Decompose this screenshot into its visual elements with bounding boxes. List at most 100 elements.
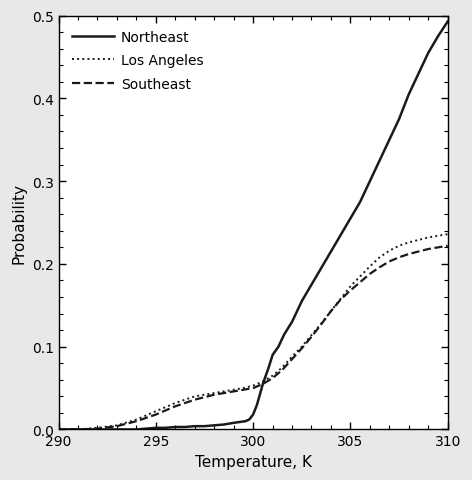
Northeast bbox=[134, 427, 139, 432]
Northeast bbox=[250, 412, 256, 418]
Los Angeles bbox=[416, 238, 421, 243]
Southeast bbox=[406, 252, 412, 257]
Los Angeles bbox=[299, 344, 304, 350]
Northeast bbox=[281, 332, 287, 337]
Northeast bbox=[328, 249, 334, 255]
Northeast bbox=[75, 427, 81, 432]
Los Angeles bbox=[250, 383, 256, 389]
Los Angeles bbox=[289, 354, 295, 360]
Los Angeles bbox=[387, 248, 392, 254]
Northeast bbox=[221, 422, 227, 428]
Northeast bbox=[266, 365, 271, 371]
Southeast bbox=[357, 280, 363, 286]
Los Angeles bbox=[270, 373, 275, 379]
Northeast bbox=[211, 422, 217, 428]
Northeast bbox=[236, 419, 242, 425]
Southeast bbox=[192, 397, 198, 403]
Los Angeles bbox=[309, 333, 314, 338]
Northeast bbox=[56, 427, 61, 432]
Southeast bbox=[241, 387, 246, 393]
Los Angeles bbox=[425, 235, 431, 241]
Southeast bbox=[416, 249, 421, 255]
Los Angeles bbox=[347, 284, 353, 289]
Northeast bbox=[243, 419, 248, 424]
Northeast bbox=[182, 424, 188, 430]
Northeast bbox=[309, 282, 314, 288]
Southeast bbox=[75, 427, 81, 432]
Los Angeles bbox=[163, 404, 169, 410]
Line: Los Angeles: Los Angeles bbox=[59, 235, 448, 430]
Southeast bbox=[56, 427, 61, 432]
Southeast bbox=[270, 375, 275, 381]
Southeast bbox=[134, 419, 139, 424]
Southeast bbox=[328, 309, 334, 314]
Northeast bbox=[357, 200, 363, 205]
Legend: Northeast, Los Angeles, Southeast: Northeast, Los Angeles, Southeast bbox=[66, 24, 211, 99]
Southeast bbox=[367, 271, 373, 277]
Northeast bbox=[153, 425, 159, 431]
Line: Southeast: Southeast bbox=[59, 246, 448, 430]
Southeast bbox=[396, 255, 402, 261]
Southeast bbox=[309, 334, 314, 340]
Los Angeles bbox=[75, 427, 81, 432]
Southeast bbox=[260, 381, 266, 387]
Northeast bbox=[319, 265, 324, 271]
Southeast bbox=[377, 265, 382, 271]
Northeast bbox=[425, 51, 431, 57]
Southeast bbox=[221, 390, 227, 396]
Los Angeles bbox=[231, 387, 236, 393]
Northeast bbox=[289, 319, 295, 325]
Northeast bbox=[435, 35, 441, 40]
Los Angeles bbox=[114, 422, 120, 428]
Southeast bbox=[279, 367, 285, 373]
Southeast bbox=[250, 385, 256, 391]
Los Angeles bbox=[319, 321, 324, 327]
Los Angeles bbox=[134, 417, 139, 422]
Northeast bbox=[202, 423, 207, 429]
Northeast bbox=[114, 427, 120, 432]
Northeast bbox=[143, 426, 149, 432]
Southeast bbox=[319, 322, 324, 327]
Northeast bbox=[338, 233, 344, 239]
Los Angeles bbox=[153, 408, 159, 414]
Los Angeles bbox=[56, 427, 61, 432]
Southeast bbox=[163, 408, 169, 413]
Los Angeles bbox=[241, 385, 246, 391]
Northeast bbox=[396, 117, 402, 123]
Y-axis label: Probability: Probability bbox=[11, 183, 26, 264]
Northeast bbox=[246, 417, 252, 422]
Southeast bbox=[425, 247, 431, 252]
Los Angeles bbox=[435, 233, 441, 239]
Los Angeles bbox=[396, 243, 402, 249]
Northeast bbox=[260, 381, 266, 387]
Southeast bbox=[289, 357, 295, 362]
Southeast bbox=[172, 404, 178, 409]
Northeast bbox=[163, 425, 169, 431]
Northeast bbox=[387, 138, 392, 144]
Northeast bbox=[347, 216, 353, 222]
Los Angeles bbox=[328, 309, 334, 314]
Southeast bbox=[347, 288, 353, 294]
Los Angeles bbox=[192, 394, 198, 399]
Southeast bbox=[211, 392, 217, 398]
Southeast bbox=[94, 426, 100, 432]
Southeast bbox=[338, 297, 344, 303]
Northeast bbox=[231, 420, 236, 426]
Los Angeles bbox=[182, 397, 188, 403]
Los Angeles bbox=[221, 389, 227, 395]
Northeast bbox=[270, 352, 275, 358]
Northeast bbox=[377, 158, 382, 164]
Southeast bbox=[231, 389, 236, 395]
Northeast bbox=[172, 424, 178, 430]
Los Angeles bbox=[260, 379, 266, 384]
Southeast bbox=[445, 243, 451, 249]
Line: Northeast: Northeast bbox=[59, 23, 448, 430]
Northeast bbox=[406, 92, 412, 98]
Northeast bbox=[192, 423, 198, 429]
Northeast bbox=[299, 299, 304, 304]
Southeast bbox=[202, 395, 207, 400]
Southeast bbox=[114, 423, 120, 429]
Los Angeles bbox=[377, 255, 382, 261]
Los Angeles bbox=[94, 425, 100, 431]
Los Angeles bbox=[172, 400, 178, 406]
